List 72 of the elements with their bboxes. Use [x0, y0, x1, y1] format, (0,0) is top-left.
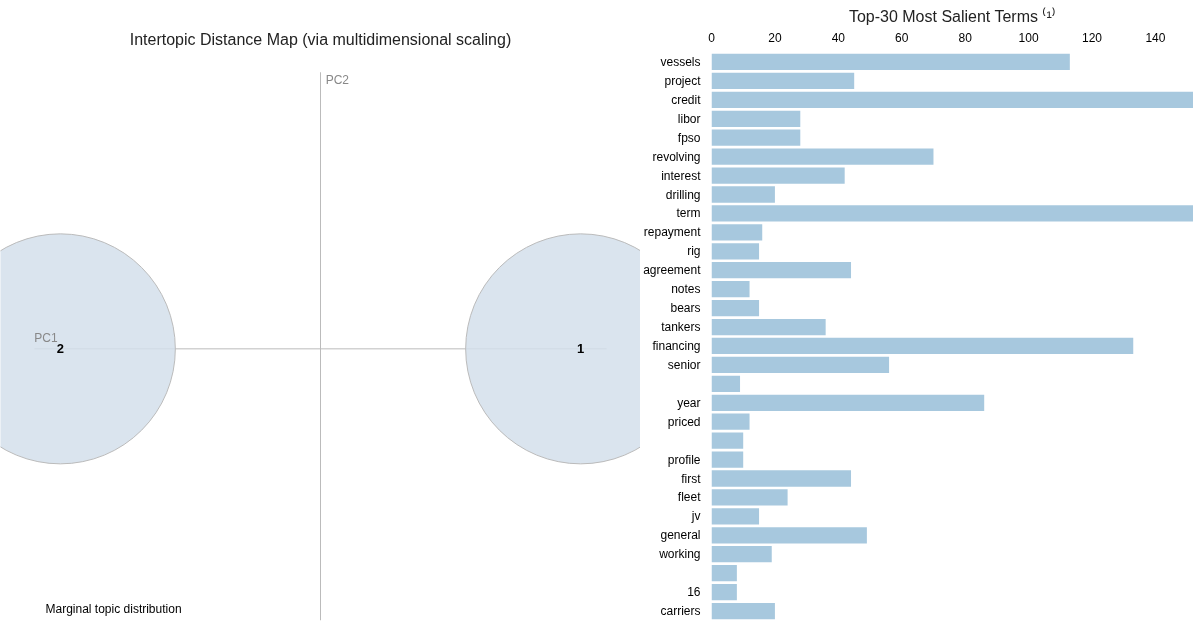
bar [711, 299, 760, 317]
y-tick-label: bears [670, 301, 701, 316]
y-tick-label: agreement [643, 263, 702, 278]
x-tick-label: 120 [1082, 30, 1103, 45]
x-tick-label: 60 [895, 30, 909, 45]
y-tick-label: senior [667, 357, 701, 372]
y-tick-label: priced [667, 414, 701, 429]
bar [711, 470, 852, 487]
y-tick-label: jv [690, 509, 701, 524]
y-tick-label: vessels [660, 54, 701, 69]
y-tick-label: profile [667, 452, 701, 467]
y-tick-label: fpso [677, 130, 701, 145]
bar [711, 583, 737, 601]
x-tick-label: 20 [768, 30, 782, 45]
y-tick-label: working [658, 547, 701, 562]
y-tick-label: carriers [660, 604, 701, 619]
y-tick-label: financing [652, 338, 701, 353]
y-tick-label: repayment [643, 225, 702, 240]
bar [711, 508, 760, 525]
bar [711, 546, 772, 563]
bar [711, 337, 1134, 355]
y-tick-label: notes [671, 282, 701, 297]
y-tick-label: interest [661, 168, 702, 183]
bar [711, 262, 852, 279]
bar [711, 281, 750, 298]
category-label: 1 [577, 341, 585, 357]
y-tick-label: drilling [665, 187, 701, 202]
x-tick-label: 40 [831, 30, 846, 45]
y-tick-label: tankers [661, 320, 701, 335]
bar [711, 224, 763, 241]
x-tick-label: 80 [958, 30, 973, 45]
text: PC1 [34, 331, 58, 346]
text: PC2 [325, 73, 350, 88]
bar [711, 148, 934, 165]
text: Marginal topic distribution [45, 601, 182, 616]
bar [711, 167, 845, 184]
y-tick-label: year [677, 395, 701, 410]
x-tick-label: 0 [708, 30, 716, 45]
y-tick-label: fleet [677, 490, 702, 505]
y-tick-label: general [660, 528, 701, 543]
bar [711, 451, 744, 468]
bar [711, 72, 855, 90]
bar [711, 394, 985, 411]
bar [711, 243, 760, 260]
y-tick-label: project [664, 73, 702, 88]
y-tick-label: term [676, 206, 701, 221]
x-tick-label: 140 [1145, 30, 1166, 45]
bar [711, 186, 775, 203]
bar [711, 432, 744, 449]
bar [711, 565, 737, 582]
y-tick-label: rig [687, 244, 701, 259]
bar [711, 375, 741, 392]
bar [711, 602, 775, 620]
bar [711, 91, 1193, 108]
y-tick-label: 16 [687, 585, 701, 600]
y-tick-label: first [681, 471, 702, 486]
bar [711, 413, 750, 430]
text: Intertopic Distance Map (via multidimensional scaling) [129, 30, 512, 48]
bar [711, 53, 1070, 71]
bar [711, 110, 801, 127]
y-tick-label: credit [671, 92, 702, 107]
bar [711, 129, 801, 146]
bar [711, 318, 826, 336]
bar [711, 489, 788, 506]
bar [711, 527, 867, 544]
chart-title: Top-30 Most Salient Terms ⁽¹⁾ [848, 6, 1056, 25]
bar [711, 205, 1193, 222]
x-tick-label: 100 [1018, 30, 1039, 45]
bar [711, 356, 890, 374]
y-tick-label: revolving [652, 149, 701, 164]
y-tick-label: libor [677, 111, 701, 126]
category-label: 2 [56, 341, 64, 357]
